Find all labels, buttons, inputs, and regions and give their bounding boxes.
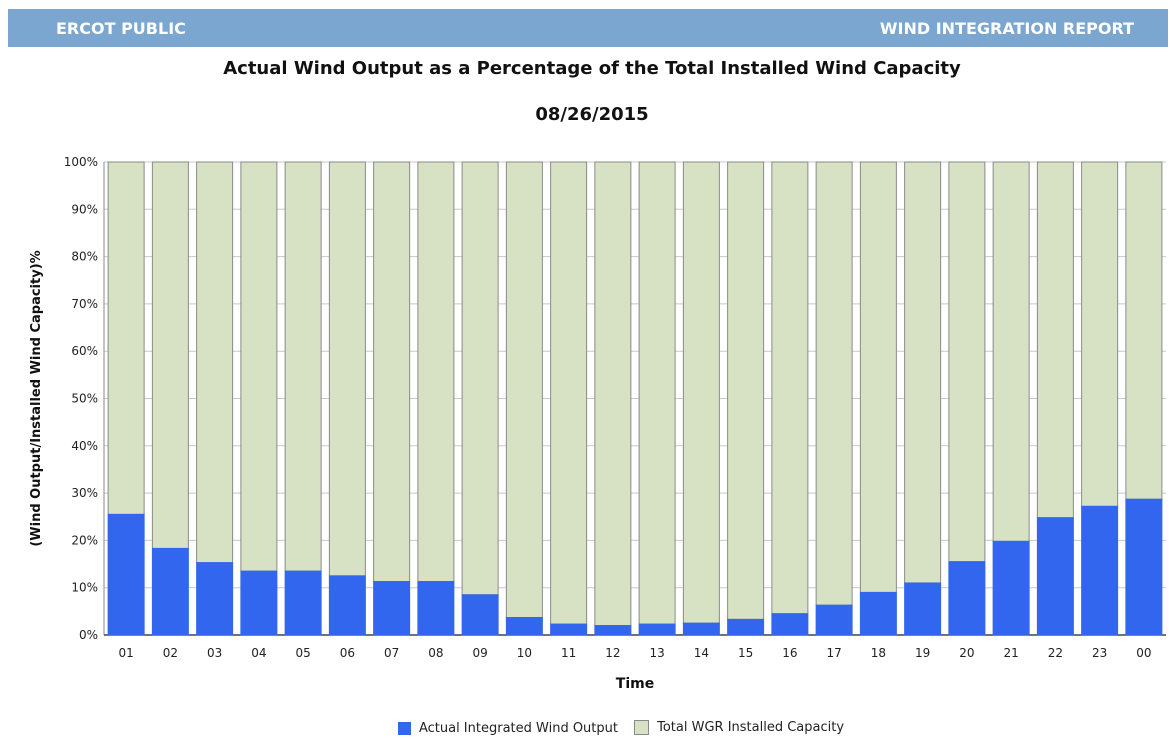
bar-actual [1081,505,1119,636]
chart-subtitle: 08/26/2015 [535,104,649,125]
x-axis-title: Time [616,676,654,692]
bar-actual [638,623,676,636]
bar-capacity [461,161,499,596]
bar-capacity [373,161,411,583]
y-tick-label: 100% [64,155,98,169]
bar-actual [904,582,942,636]
y-tick-label: 80% [71,250,98,264]
y-tick-label: 20% [71,533,98,547]
bar-capacity [196,161,234,564]
legend-item-capacity: Total WGR Installed Capacity [634,720,844,735]
bar-capacity [1125,161,1163,500]
y-axis-title: (Wind Output/Installed Wind Capacity)% [29,250,44,546]
bar-capacity [727,161,765,620]
bar-actual [594,625,632,636]
bar-capacity [550,161,588,625]
y-tick-label: 90% [71,202,98,216]
bar-actual [284,570,322,636]
bar-capacity [594,161,632,627]
banner-right-label: WIND INTEGRATION REPORT [879,19,1134,38]
bar-actual [373,581,411,636]
x-tick-label: 18 [871,646,886,660]
y-tick-label: 60% [71,344,98,358]
bar-capacity [948,161,986,563]
bar-capacity [815,161,853,606]
legend-item-actual: Actual Integrated Wind Output [397,721,618,736]
x-tick-label: 00 [1136,646,1151,660]
bar-actual [948,561,986,636]
bar-actual [1036,517,1074,636]
x-tick-label: 15 [738,646,753,660]
x-tick-label: 11 [561,646,576,660]
x-tick-label: 07 [384,646,399,660]
x-tick-label: 12 [605,646,620,660]
bar-capacity [1081,161,1119,507]
bar-actual [992,540,1030,636]
y-tick-label: 0% [79,628,98,642]
bar-actual [727,618,765,636]
bar-actual [417,581,455,636]
x-tick-label: 16 [782,646,797,660]
bar-capacity [240,161,278,572]
bar-actual [461,594,499,636]
x-tick-label: 21 [1003,646,1018,660]
report-banner: ERCOT PUBLIC WIND INTEGRATION REPORT [8,9,1168,47]
bar-capacity [107,161,145,515]
chart-title: Actual Wind Output as a Percentage of th… [223,58,961,79]
x-tick-label: 01 [118,646,133,660]
x-tick-label: 23 [1092,646,1107,660]
y-tick-label: 40% [71,439,98,453]
bar-actual [505,616,543,636]
x-tick-label: 22 [1048,646,1063,660]
bar-actual [815,604,853,636]
bar-actual [196,562,234,636]
bar-actual [328,575,366,636]
x-tick-label: 13 [649,646,664,660]
x-tick-label: 10 [517,646,532,660]
bar-capacity [284,161,322,572]
y-tick-label: 10% [71,581,98,595]
bar-capacity [1036,161,1074,519]
bar-capacity [328,161,366,577]
x-tick-label: 19 [915,646,930,660]
bar-actual [107,513,145,636]
bar-capacity [859,161,897,593]
bar-capacity [505,161,543,618]
bar-actual [682,622,720,636]
x-tick-label: 17 [826,646,841,660]
x-tick-label: 08 [428,646,443,660]
bar-actual [1125,498,1163,636]
bar-capacity [904,161,942,584]
x-tick-label: 05 [295,646,310,660]
legend-label-actual: Actual Integrated Wind Output [418,721,618,736]
bar-actual [151,547,189,636]
bar-capacity [638,161,676,625]
x-tick-label: 02 [163,646,178,660]
x-tick-label: 09 [472,646,487,660]
legend-swatch-actual [397,722,411,735]
bar-capacity [682,161,720,624]
bar-capacity [771,161,809,615]
x-tick-label: 04 [251,646,266,660]
bar-actual [771,613,809,636]
bar-capacity [992,161,1030,542]
x-tick-label: 20 [959,646,974,660]
y-tick-label: 30% [71,486,98,500]
y-tick-label: 70% [71,297,98,311]
legend-swatch-capacity [634,720,650,735]
legend-label-capacity: Total WGR Installed Capacity [657,720,845,735]
bar-actual [550,623,588,636]
bar-actual [240,570,278,636]
bar-capacity [417,161,455,583]
x-tick-label: 03 [207,646,222,660]
bar-capacity [151,161,189,549]
y-tick-label: 50% [71,392,98,406]
bar-actual [859,591,897,636]
banner-left-label: ERCOT PUBLIC [56,19,186,38]
chart-legend: Actual Integrated Wind Output Total WGR … [36,720,1170,739]
x-tick-label: 06 [340,646,355,660]
x-tick-label: 14 [694,646,709,660]
